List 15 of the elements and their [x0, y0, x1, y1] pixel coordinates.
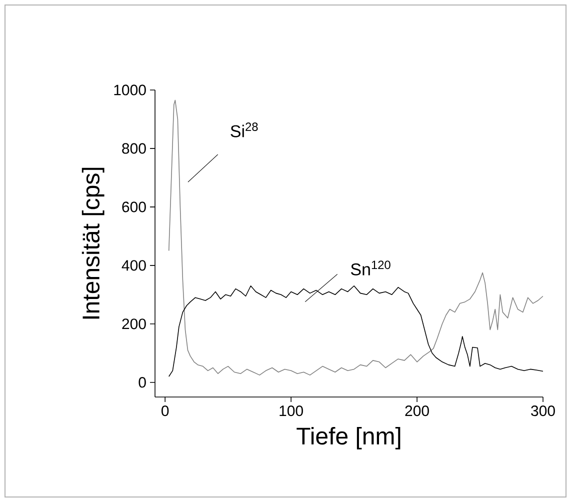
x-tick-label: 0: [162, 406, 169, 416]
annotation: Si$^{28}$: [230, 122, 258, 138]
x-tick-label: 100: [280, 406, 303, 416]
y-axis-title: Intensität [cps]: [82, 168, 104, 319]
x-axis-title: Tiefe [nm]: [296, 426, 400, 450]
y-tick-label: 200: [122, 318, 146, 330]
y-tick-label: 600: [122, 202, 146, 212]
annotation: Sn$^{120}$: [350, 260, 390, 276]
y-tick-label: 800: [122, 143, 146, 154]
x-tick-label: 300: [531, 406, 555, 416]
x-tick-label: 200: [405, 406, 429, 416]
line-series: [168, 100, 544, 376]
y-tick-label: 400: [122, 260, 146, 271]
y-tick-label: 1000: [114, 84, 146, 96]
y-tick-label: 0: [138, 377, 146, 388]
